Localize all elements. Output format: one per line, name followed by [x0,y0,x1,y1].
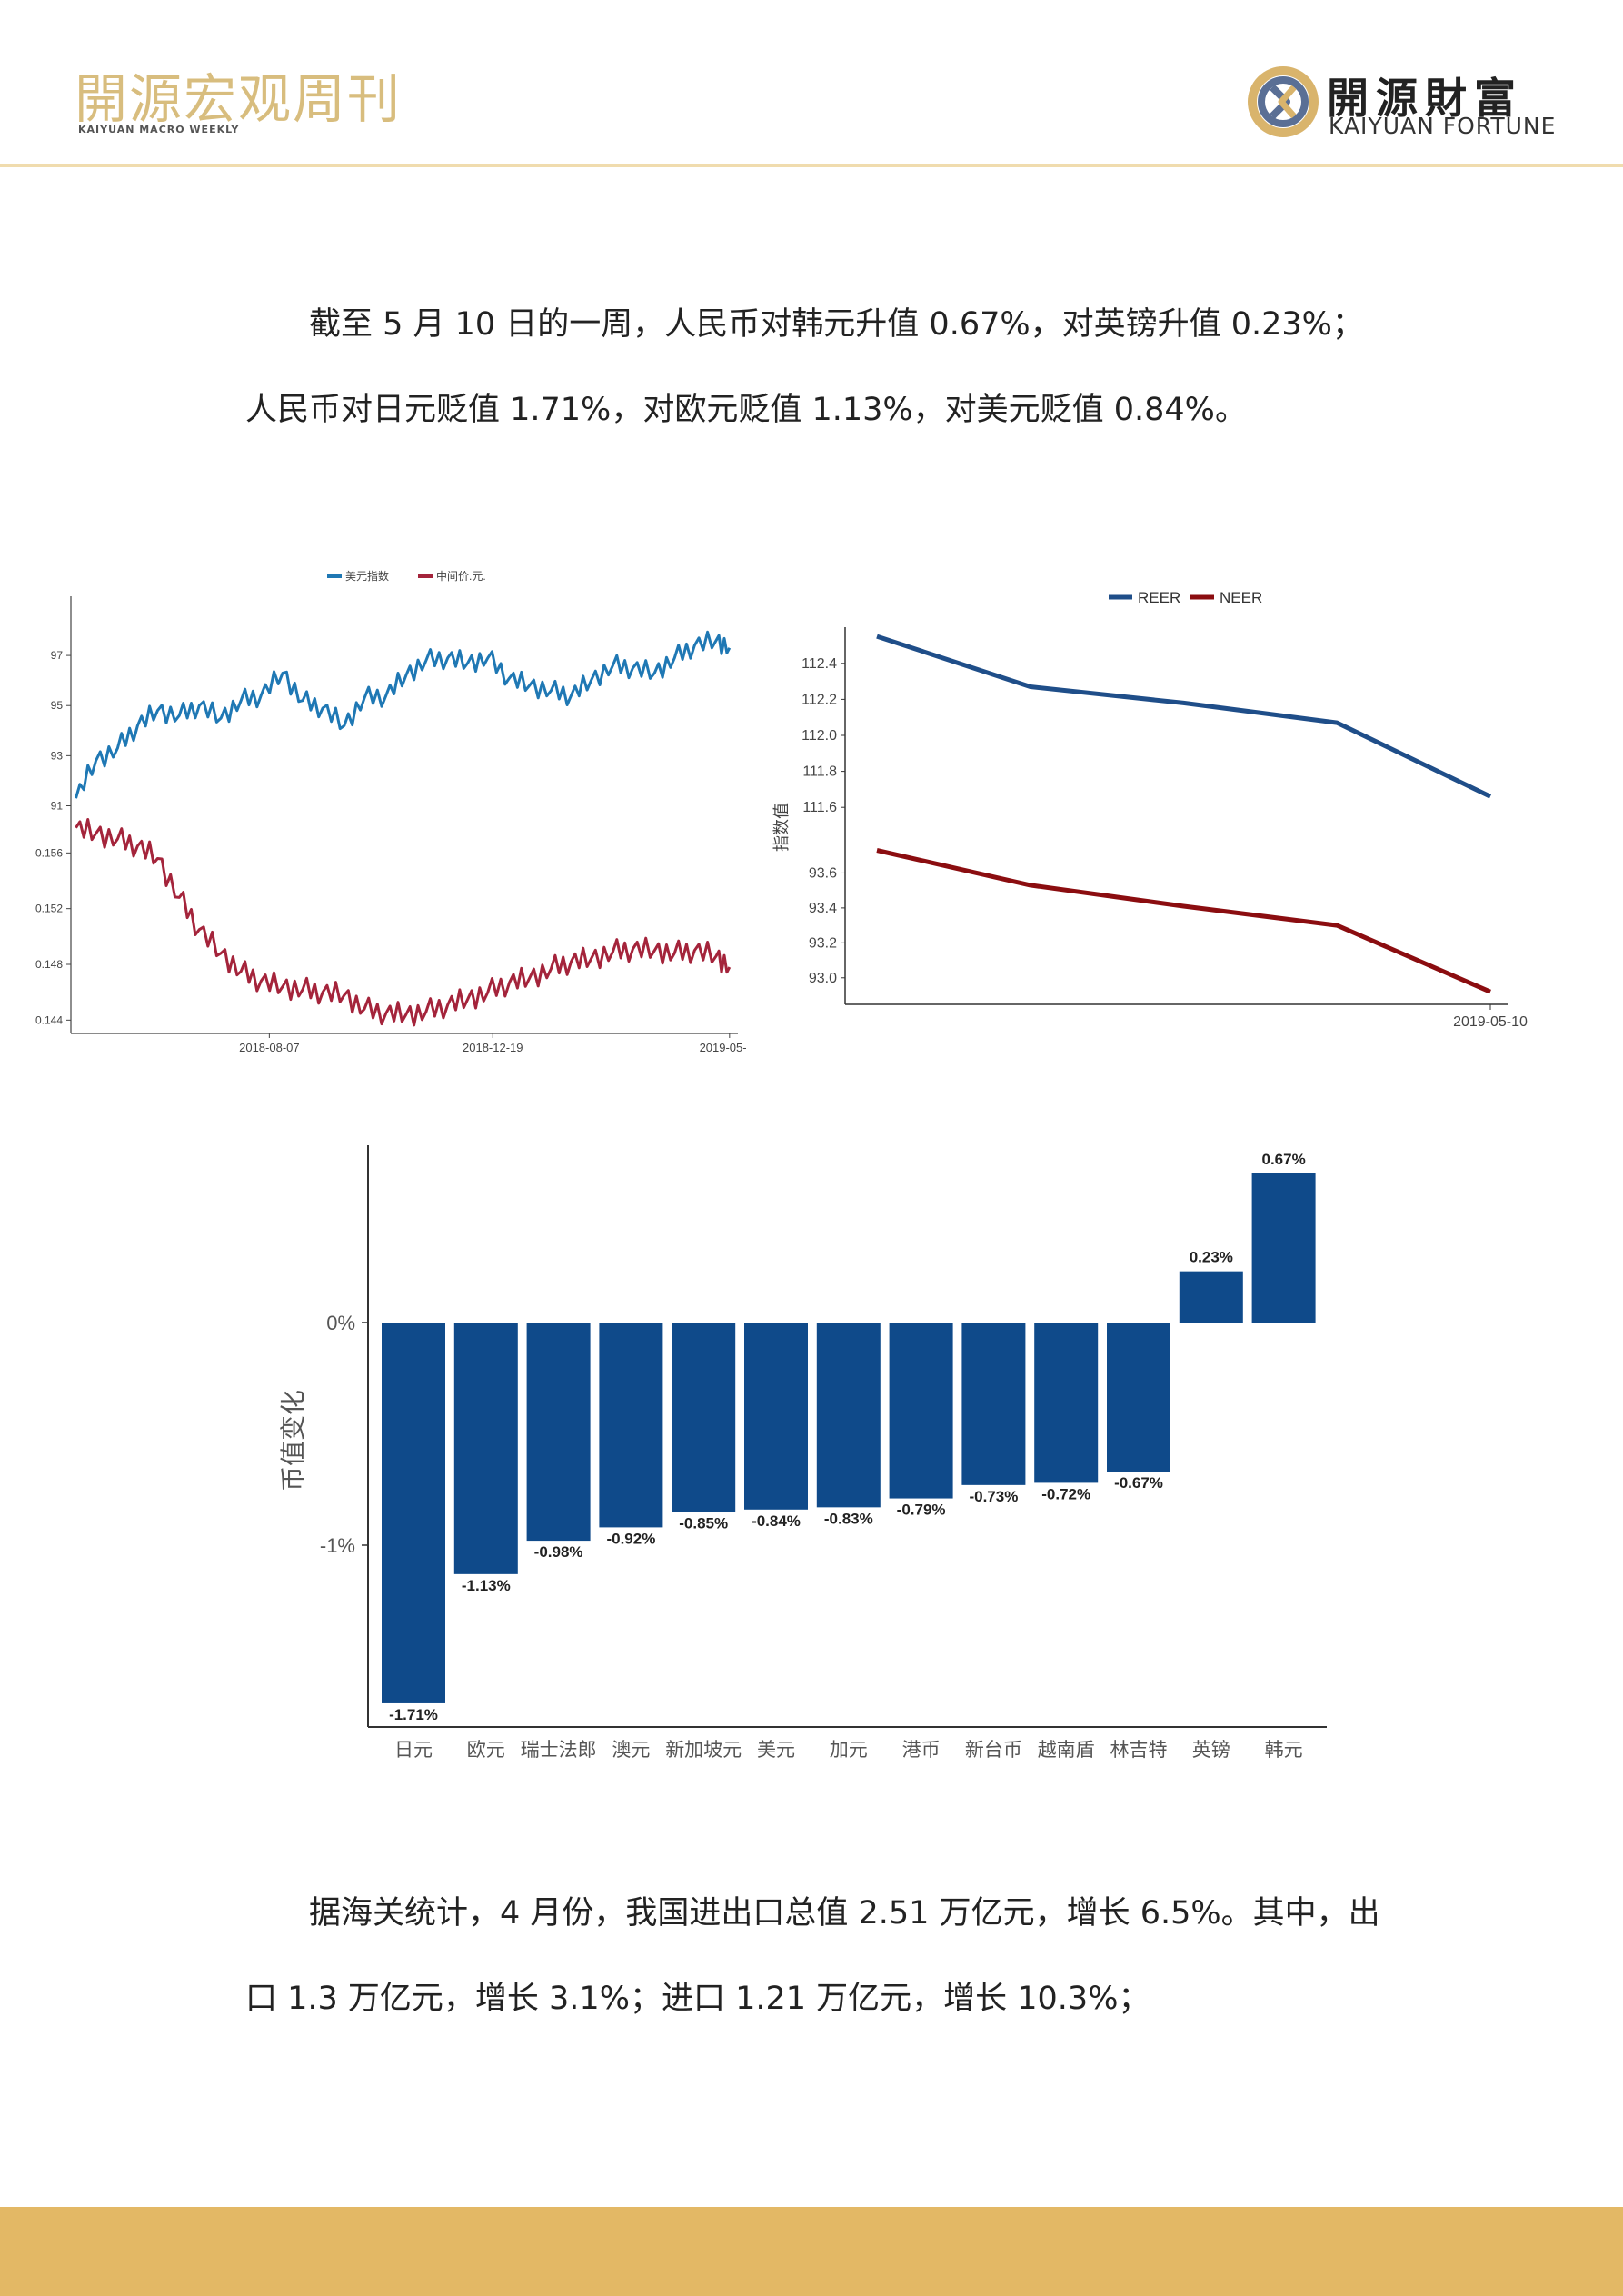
x-category-label: 英镑 [1192,1739,1230,1761]
currency-change-bar-chart: 0% -1% 币值变化 -1.71% 日元 -1.13% 欧元 -0.98% 瑞士法郎 -0.92… [278,1145,1327,1761]
y-tick-label: 0.148 [35,958,63,971]
y-tick-label: 111.6 [802,800,837,815]
x-category-label: 澳元 [612,1739,650,1761]
logo-english-text: KAIYUAN FORTUNE [1329,113,1557,139]
y-tick-label: 111.8 [802,764,837,780]
bar-value-label: 0.67% [1261,1151,1305,1168]
y-tick-label: 97 [51,649,64,662]
bar-value-label: -0.85% [679,1514,728,1532]
paragraph-text: 据海关统计，4 月份，我国进出口总值 2.51 万亿元，增长 6.5%。其中，出… [245,1895,1380,2017]
x-category-label: 越南盾 [1038,1739,1095,1761]
series-line-reer [876,634,1492,799]
page-header: 開源宏观周刊 KAIYUAN MACRO WEEKLY 開源財富 KAIYUAN… [0,0,1623,167]
brand-subtitle: KAIYUAN MACRO WEEKLY [78,124,240,135]
x-tick-label: 2019-05-10 [700,1041,747,1054]
logo-chinese-text: 開源財富 [1327,74,1523,123]
y-axis-title: 币值变化 [278,1390,308,1492]
y-tick-label: 112.2 [802,692,837,707]
y-axis-title: 指数值 [772,803,792,852]
bar-value-label: 0.23% [1190,1249,1233,1266]
bar-value-label: -1.71% [389,1706,438,1723]
y-tick-label: 93.2 [809,935,837,951]
bar-6 [816,1323,881,1508]
y-tick-label: 112.4 [802,656,837,672]
bar-value-label: -0.73% [969,1488,1018,1505]
x-category-label: 新加坡元 [665,1739,742,1761]
legend-label: REER [1138,589,1180,606]
x-category-label: 林吉特 [1110,1739,1168,1761]
x-category-label: 韩元 [1265,1739,1303,1761]
bar-8 [961,1323,1026,1485]
x-category-label: 港币 [902,1739,941,1761]
brand-title: 開源宏观周刊 [75,68,403,130]
kaiyuan-logo-icon [1248,66,1319,137]
y-tick-label: 0.144 [35,1013,63,1026]
bar-12 [1251,1173,1316,1323]
y-tick-label: 93.0 [809,971,837,986]
usd-index-midrate-chart: 91 93 95 97 0.144 0.148 0.152 0.156 2018-08-07 20… [35,569,747,1054]
x-tick-label: 2019-05-10 [1453,1014,1528,1030]
bar-value-label: -0.92% [606,1530,655,1547]
bar-value-label: -0.79% [897,1502,946,1519]
x-category-label: 瑞士法郎 [521,1739,597,1761]
bar-value-label: -0.84% [752,1512,801,1530]
x-category-label: 日元 [394,1739,433,1761]
y-tick-label: 93 [51,749,64,762]
bar-5 [744,1323,808,1510]
x-tick-label: 2018-08-07 [239,1041,300,1054]
paragraph-text: 截至 5 月 10 日的一周，人民币对韩元升值 0.67%，对英镑升值 0.23… [245,306,1364,428]
series-line-usd-index [75,630,732,799]
y-tick-label: 0.152 [35,903,63,915]
bar-11 [1179,1271,1243,1323]
bar-value-label: -0.98% [534,1543,583,1561]
bar-value-label: -0.67% [1114,1474,1163,1492]
x-category-label: 美元 [757,1739,795,1761]
bar-3 [599,1323,663,1528]
paragraph-trade: 据海关统计，4 月份，我国进出口总值 2.51 万亿元，增长 6.5%。其中，出… [245,1871,1381,2041]
legend-label: NEER [1220,589,1262,606]
page-footer-band [0,2207,1623,2296]
bar-value-label: -0.72% [1041,1485,1090,1502]
bar-0 [382,1323,445,1703]
y-tick-label: 0.156 [35,846,63,859]
y-tick-label: 93.6 [809,865,837,881]
reer-neer-chart: 111.6 111.8 112.0 112.2 112.4 93.0 93.2 93.4 93.… [772,589,1528,1030]
bar-2 [526,1323,591,1542]
bar-9 [1034,1323,1099,1483]
x-tick-label: 2018-12-19 [463,1041,523,1054]
y-tick-label: 91 [51,799,64,812]
x-category-label: 加元 [830,1739,868,1761]
y-tick-label: 93.4 [809,901,837,916]
y-tick-label: 0% [326,1312,355,1334]
y-tick-label: 112.0 [802,728,837,744]
bar-1 [453,1323,518,1574]
x-category-label: 新台币 [965,1739,1022,1761]
bar-10 [1107,1323,1170,1472]
bar-7 [889,1323,953,1499]
legend-label: 美元指数 [345,569,389,583]
bar-value-label: -0.83% [824,1510,873,1527]
bar-value-label: -1.13% [462,1577,511,1594]
series-line-neer [876,848,1491,994]
y-tick-label: -1% [320,1534,355,1557]
y-tick-label: 95 [51,699,64,712]
x-category-label: 欧元 [467,1739,505,1761]
header-divider [0,164,1623,167]
legend-label: 中间价.元. [436,569,486,583]
bar-4 [672,1323,736,1512]
series-line-mid-rate [75,818,732,1027]
paragraph-exchange-rates: 截至 5 月 10 日的一周，人民币对韩元升值 0.67%，对英镑升值 0.23… [245,282,1381,453]
